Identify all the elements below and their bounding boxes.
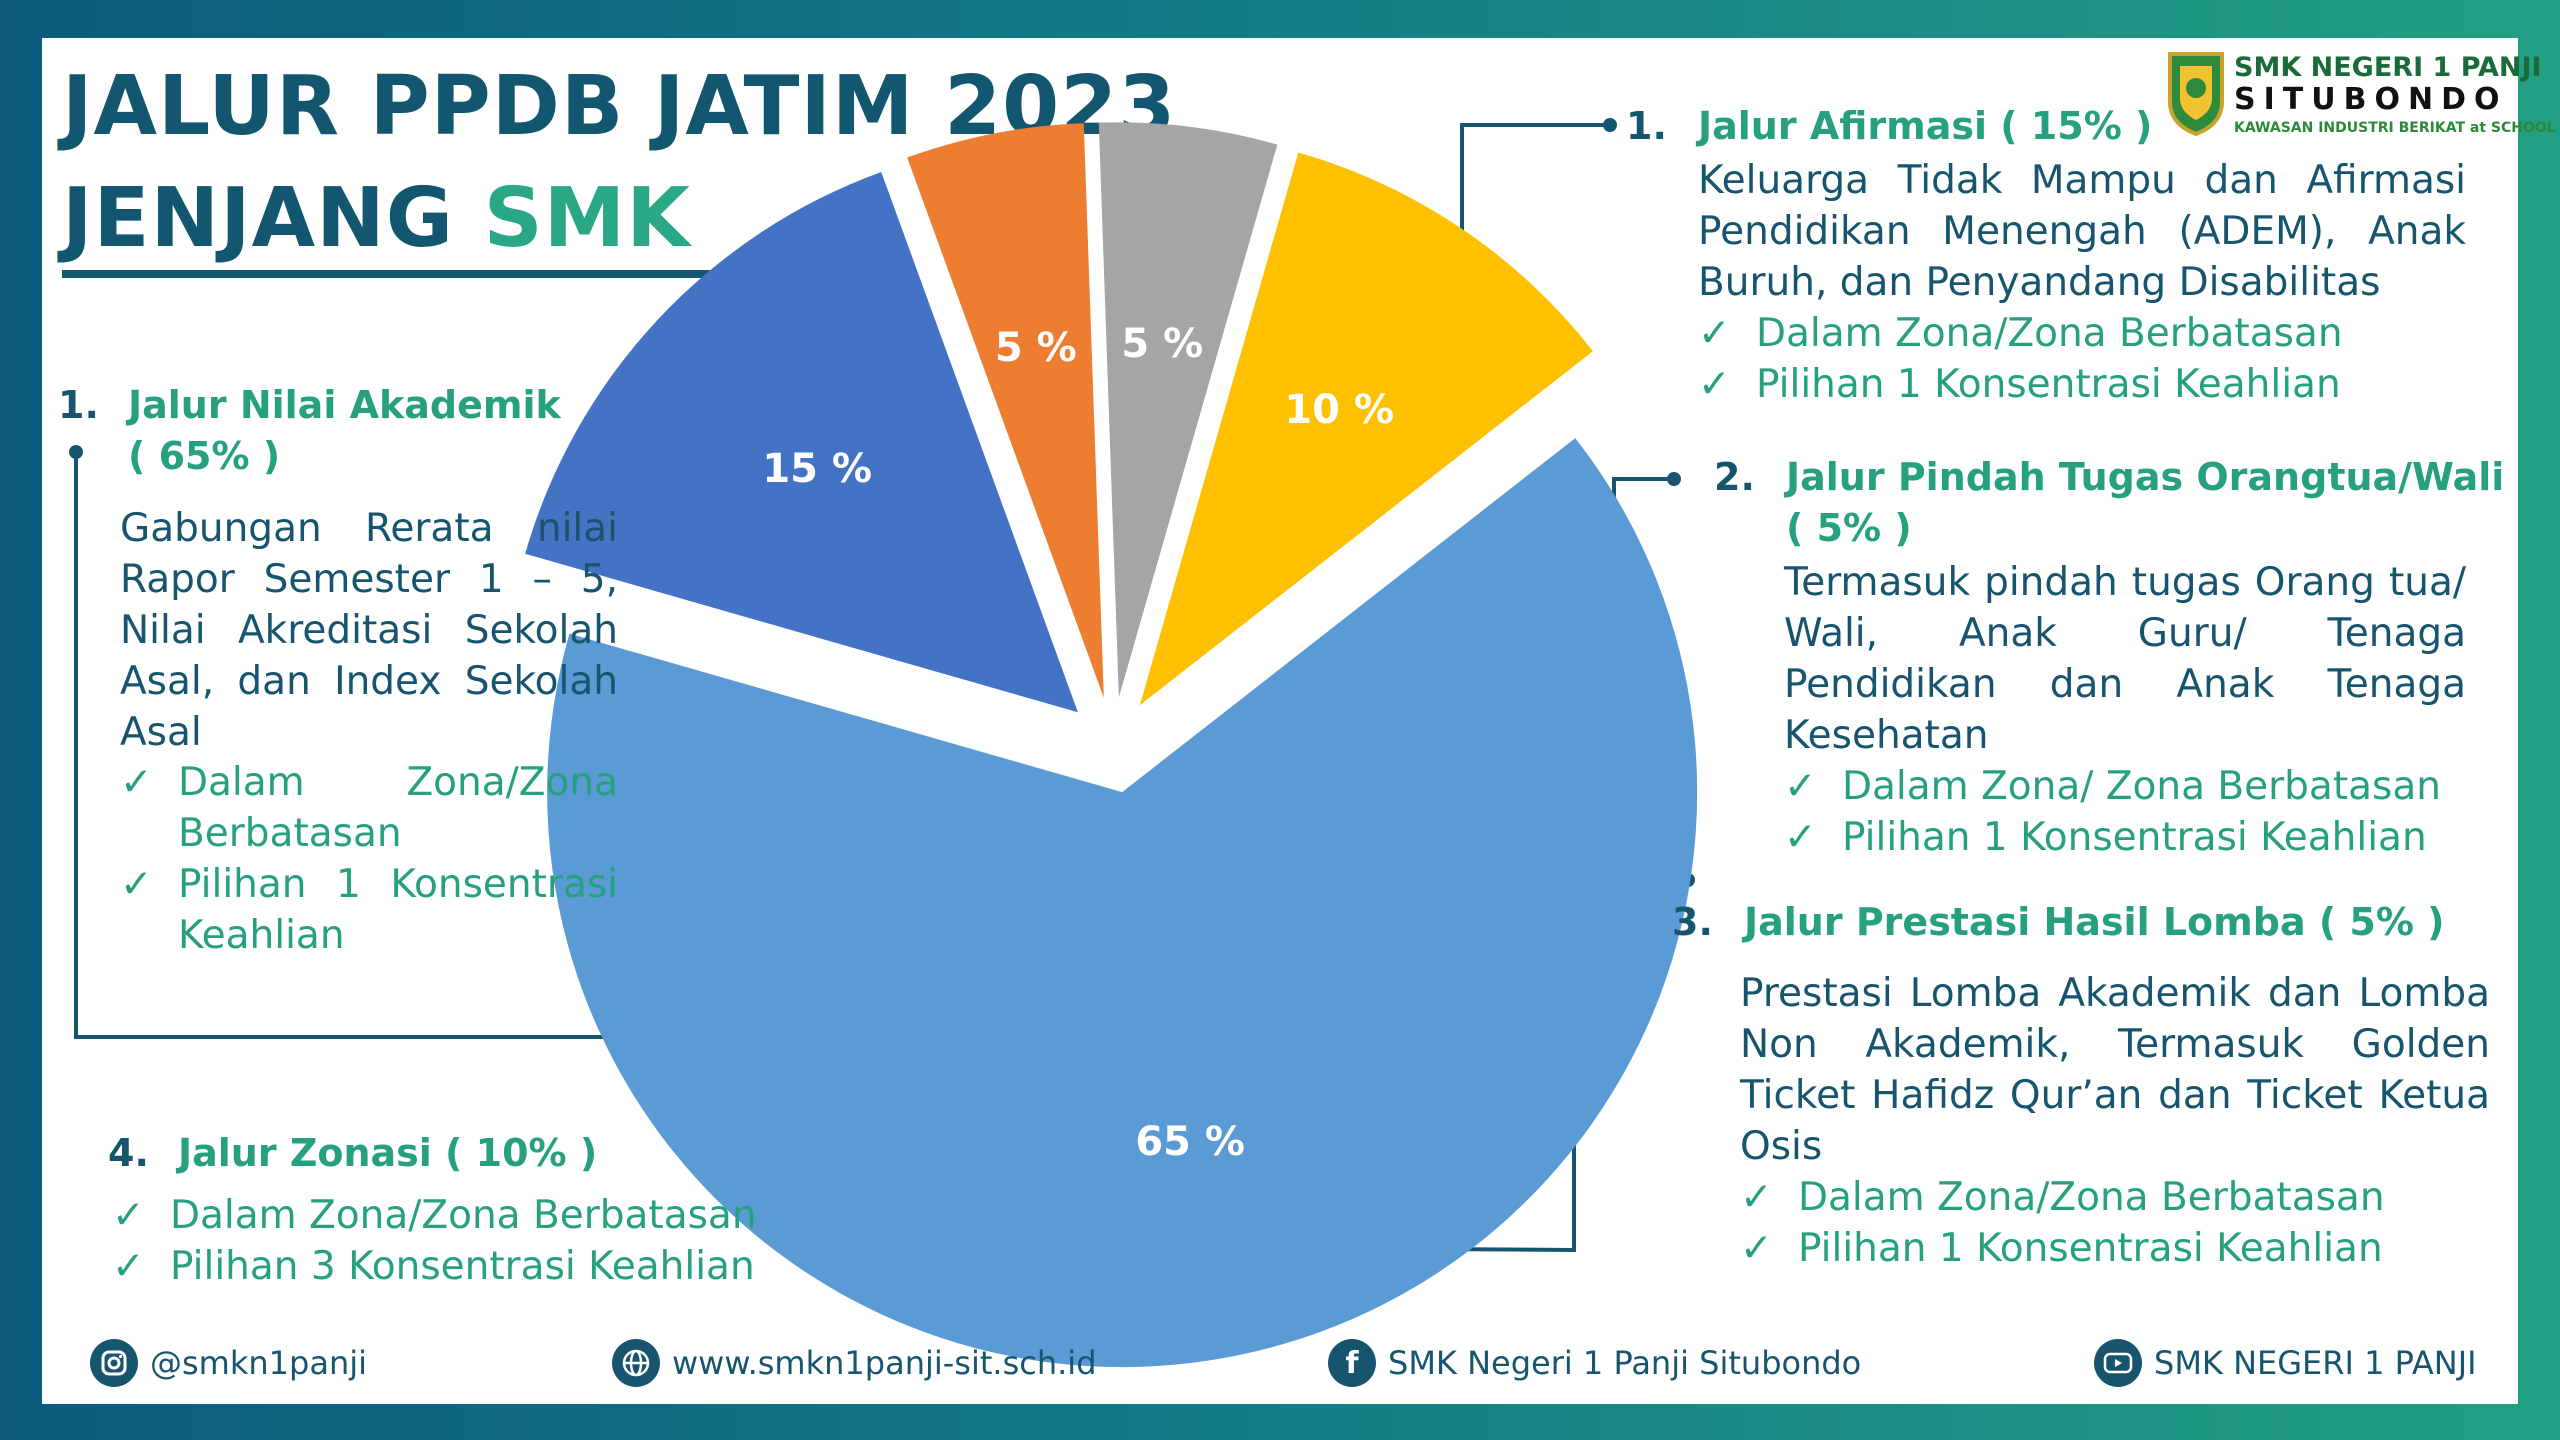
nilai-akademik-heading-pct: ( 65% ) [128, 434, 281, 478]
nilai-akademik-number: 1. [58, 383, 99, 427]
check-text: Dalam Zona/Zona Berbatasan [178, 760, 618, 856]
logo-school-name: SMK NEGERI 1 PANJI [2234, 52, 2542, 83]
afirmasi-number: 1. [1626, 104, 1667, 148]
check-text: Pilihan 1 Konsentrasi Keahlian [1798, 1226, 2383, 1271]
pie-slice-nilai-akademik [547, 438, 1698, 1368]
zonasi-check-item: ✓ Dalam Zona/Zona Berbatasan [112, 1190, 812, 1241]
pie-label-afirmasi: 15 % [762, 446, 872, 493]
footer-instagram[interactable]: @smkn1panji [90, 1336, 367, 1390]
youtube-channel: SMK NEGERI 1 PANJI [2154, 1344, 2477, 1382]
pie-label-prestasi: 5 % [1121, 320, 1204, 367]
zonasi-check-item: ✓ Pilihan 3 Konsentrasi Keahlian [112, 1241, 812, 1292]
title-line2-part1: JENJANG [62, 171, 484, 266]
zonasi-checklist: ✓ Dalam Zona/Zona Berbatasan ✓ Pilihan 3 K… [112, 1190, 812, 1292]
check-text: Dalam Zona/Zona Berbatasan [1756, 311, 2343, 356]
check-icon: ✓ [1740, 1175, 1773, 1220]
pie-label-pindah-tugas: 5 % [994, 324, 1077, 371]
pie-slice-afirmasi [525, 171, 1078, 713]
check-text: Pilihan 3 Konsentrasi Keahlian [170, 1244, 755, 1289]
instagram-handle: @smkn1panji [150, 1344, 367, 1382]
footer-youtube[interactable]: SMK NEGERI 1 PANJI [2094, 1336, 2477, 1390]
globe-icon [612, 1339, 660, 1387]
check-icon: ✓ [112, 1193, 145, 1238]
pie-slice-pindah-tugas [907, 123, 1104, 698]
check-text: Dalam Zona/ Zona Berbatasan [1842, 764, 2441, 809]
school-logo: SMK NEGERI 1 PANJI SITUBONDO KAWASAN IND… [2166, 50, 2556, 146]
check-text: Dalam Zona/Zona Berbatasan [1798, 1175, 2385, 1220]
pie-slice-prestasi [1098, 122, 1278, 698]
prestasi-check-item: ✓ Dalam Zona/Zona Berbatasan [1740, 1172, 2490, 1223]
nilai-akademik-check-item: ✓ Dalam Zona/Zona Berbatasan [120, 757, 618, 859]
prestasi-description: Prestasi Lomba Akademik dan Lomba Non Ak… [1740, 971, 2490, 1169]
connector-nilai-akademik [74, 452, 742, 1039]
check-text: Pilihan 1 Konsentrasi Keahlian [1842, 815, 2427, 860]
check-text: Dalam Zona/Zona Berbatasan [170, 1193, 757, 1238]
pindah-tugas-number: 2. [1714, 455, 1755, 499]
afirmasi-checklist: ✓ Dalam Zona/Zona Berbatasan ✓ Pilihan 1 K… [1698, 308, 2466, 410]
nilai-akademik-description: Gabungan Rerata nilai Rapor Semester 1 –… [120, 506, 618, 755]
pindah-tugas-heading-pct: ( 5% ) [1786, 506, 1912, 550]
pindah-tugas-checklist: ✓ Dalam Zona/ Zona Berbatasan ✓ Pilihan 1 … [1784, 761, 2466, 863]
facebook-page: SMK Negeri 1 Panji Situbondo [1388, 1344, 1862, 1382]
poster-title-line2: JENJANG SMK [62, 178, 691, 260]
prestasi-checklist: ✓ Dalam Zona/Zona Berbatasan ✓ Pilihan 1 K… [1740, 1172, 2490, 1274]
nilai-akademik-checklist: ✓ Dalam Zona/Zona Berbatasan ✓ Pilihan 1 K… [120, 757, 618, 961]
check-icon: ✓ [1698, 362, 1731, 407]
connector-dot-afirmasi [1603, 118, 1617, 132]
youtube-icon [2094, 1339, 2142, 1387]
afirmasi-check-item: ✓ Pilihan 1 Konsentrasi Keahlian [1698, 359, 2466, 410]
check-text: Pilihan 1 Konsentrasi Keahlian [178, 862, 618, 958]
check-icon: ✓ [1784, 815, 1817, 860]
pindah-tugas-check-item: ✓ Dalam Zona/ Zona Berbatasan [1784, 761, 2466, 812]
school-emblem-icon [2168, 52, 2224, 137]
facebook-icon: f [1328, 1339, 1376, 1387]
check-icon: ✓ [120, 862, 153, 907]
poster-title-line1: JALUR PPDB JATIM 2023 [62, 59, 1177, 154]
website-url: www.smkn1panji-sit.sch.id [672, 1344, 1097, 1382]
nilai-akademik-heading: Jalur Nilai Akademik [128, 383, 561, 427]
afirmasi-heading: Jalur Afirmasi ( 15% ) [1698, 104, 2153, 148]
check-icon: ✓ [112, 1244, 145, 1289]
pindah-tugas-description: Termasuk pindah tugas Orang tua/ Wali, A… [1784, 560, 2466, 758]
footer-facebook[interactable]: f SMK Negeri 1 Panji Situbondo [1328, 1336, 1861, 1390]
footer-website[interactable]: www.smkn1panji-sit.sch.id [612, 1336, 1097, 1390]
check-icon: ✓ [1740, 1226, 1773, 1271]
logo-school-city: SITUBONDO [2234, 82, 2508, 117]
pindah-tugas-check-item: ✓ Pilihan 1 Konsentrasi Keahlian [1784, 812, 2466, 863]
prestasi-number: 3. [1672, 900, 1713, 944]
prestasi-check-item: ✓ Pilihan 1 Konsentrasi Keahlian [1740, 1223, 2490, 1274]
afirmasi-description: Keluarga Tidak Mampu dan Afirmasi Pendid… [1698, 158, 2466, 305]
pie-label-zonasi: 10 % [1284, 386, 1395, 433]
zonasi-heading: Jalur Zonasi ( 10% ) [178, 1131, 598, 1175]
connector-dot-nilai-akademik [69, 445, 83, 459]
logo-tagline: KAWASAN INDUSTRI BERIKAT at SCHOOL [2234, 120, 2556, 136]
check-text: Pilihan 1 Konsentrasi Keahlian [1756, 362, 2341, 407]
check-icon: ✓ [1784, 764, 1817, 809]
pindah-tugas-heading: Jalur Pindah Tugas Orangtua/Wali [1786, 455, 2505, 499]
instagram-icon [90, 1339, 138, 1387]
title-line2-accent: SMK [483, 171, 691, 266]
check-icon: ✓ [120, 760, 153, 805]
prestasi-heading: Jalur Prestasi Hasil Lomba ( 5% ) [1744, 900, 2445, 944]
pie-label-nilai-akademik: 65 % [1135, 1119, 1246, 1166]
check-icon: ✓ [1698, 311, 1731, 356]
nilai-akademik-check-item: ✓ Pilihan 1 Konsentrasi Keahlian [120, 859, 618, 961]
connector-dot-pindah-tugas [1667, 472, 1681, 486]
zonasi-number: 4. [108, 1131, 149, 1175]
pie-slice-zonasi [1139, 152, 1593, 706]
afirmasi-check-item: ✓ Dalam Zona/Zona Berbatasan [1698, 308, 2466, 359]
title-underline [62, 270, 716, 278]
